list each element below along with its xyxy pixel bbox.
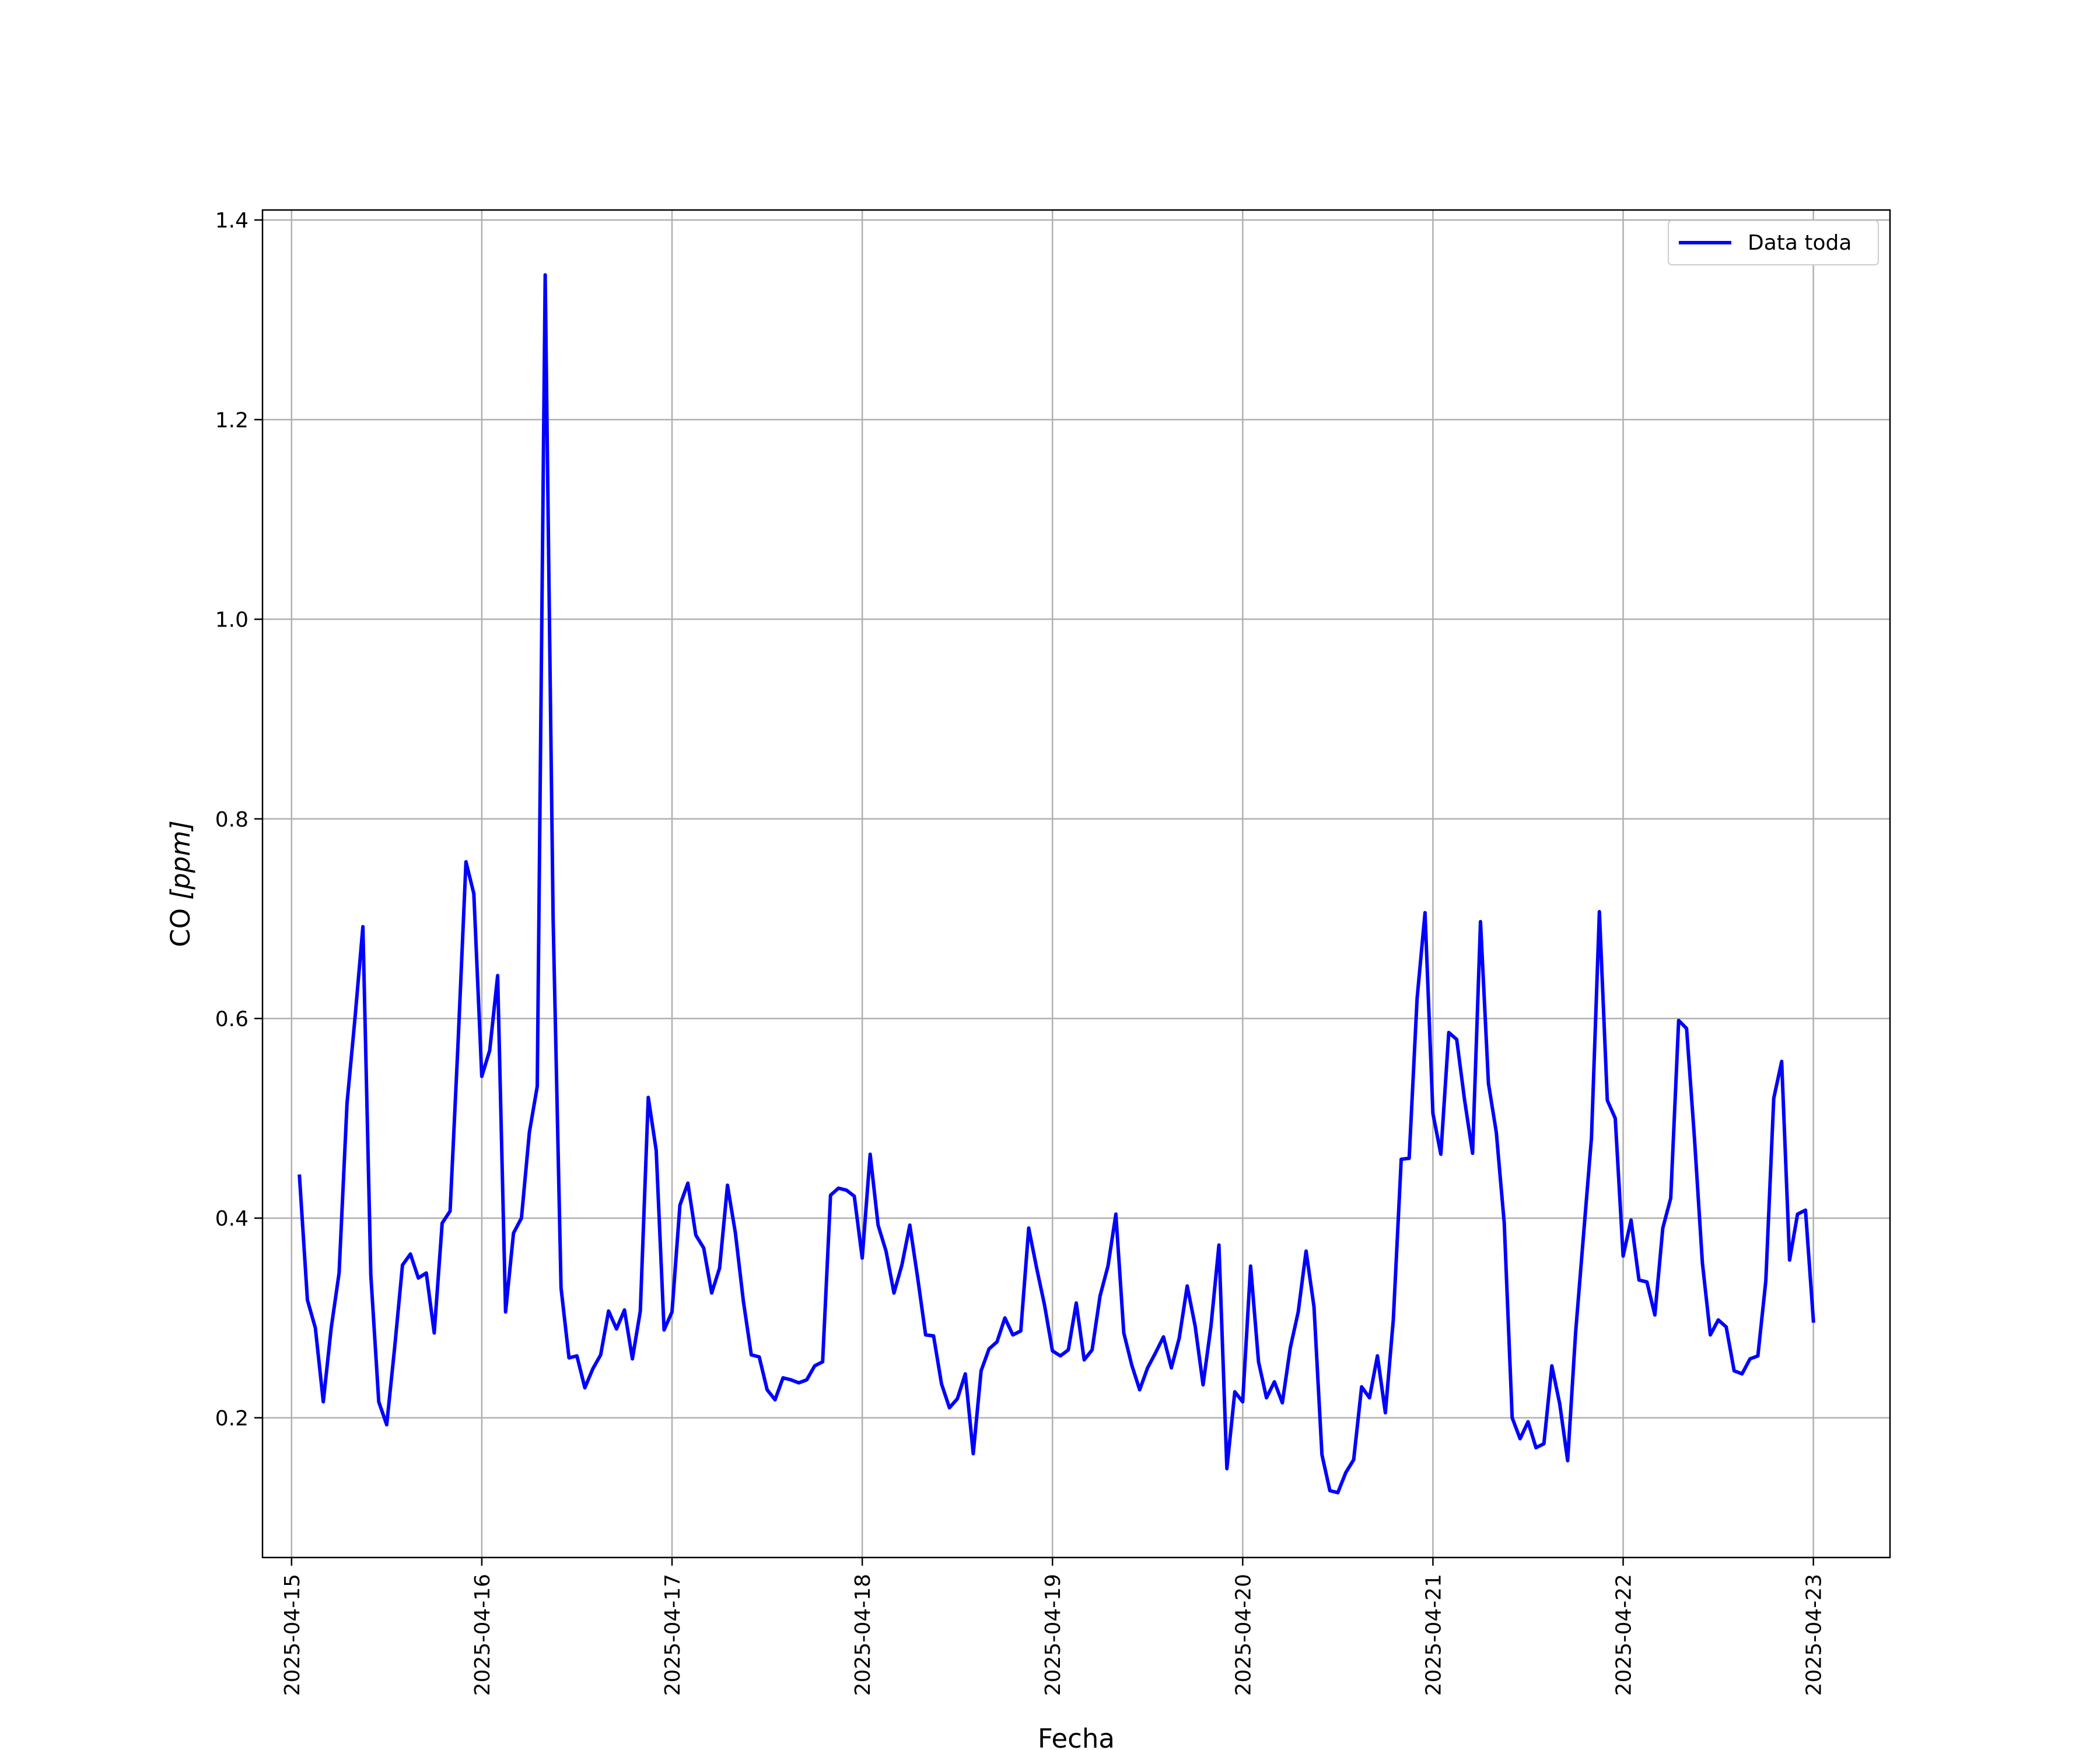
x-tick-label: 2025-04-21 [1422, 1574, 1446, 1696]
y-axis-label-main: CO [165, 900, 196, 947]
legend-label: Data toda [1748, 231, 1852, 255]
y-axis-label: CO [ppm] [165, 820, 196, 947]
x-tick-label: 2025-04-20 [1231, 1574, 1255, 1696]
y-axis-ticks: 0.2 0.4 0.6 0.8 1.0 1.2 1.4 [215, 209, 262, 1430]
x-tick-label: 2025-04-19 [1041, 1574, 1065, 1696]
y-tick-label: 0.8 [215, 808, 249, 832]
x-tick-label: 2025-04-15 [281, 1574, 304, 1696]
legend-box [1668, 220, 1879, 265]
x-tick-label: 2025-04-17 [661, 1574, 685, 1696]
legend[interactable]: Data toda [1668, 220, 1879, 265]
y-tick-label: 1.0 [215, 608, 249, 632]
y-axis-label-unit: [ppm] [165, 820, 196, 900]
y-tick-label: 0.4 [215, 1207, 249, 1231]
x-axis-label: Fecha [1038, 1723, 1115, 1750]
x-axis-ticks: 2025-04-15 2025-04-16 2025-04-17 2025-04-18… [281, 1558, 1826, 1696]
y-tick-label: 0.2 [215, 1406, 249, 1430]
x-tick-label: 2025-04-18 [851, 1574, 875, 1696]
series-line [298, 273, 1815, 1494]
y-tick-label: 1.2 [215, 408, 249, 432]
x-tick-label: 2025-04-22 [1612, 1574, 1636, 1696]
grid-lines [262, 210, 1890, 1558]
plot-frame [261, 209, 1891, 1559]
y-tick-label: 1.4 [215, 209, 249, 233]
x-tick-label: 2025-04-16 [471, 1574, 495, 1696]
y-tick-label: 0.6 [215, 1007, 249, 1031]
series-layer [298, 273, 1815, 1494]
x-tick-label: 2025-04-23 [1803, 1574, 1826, 1696]
